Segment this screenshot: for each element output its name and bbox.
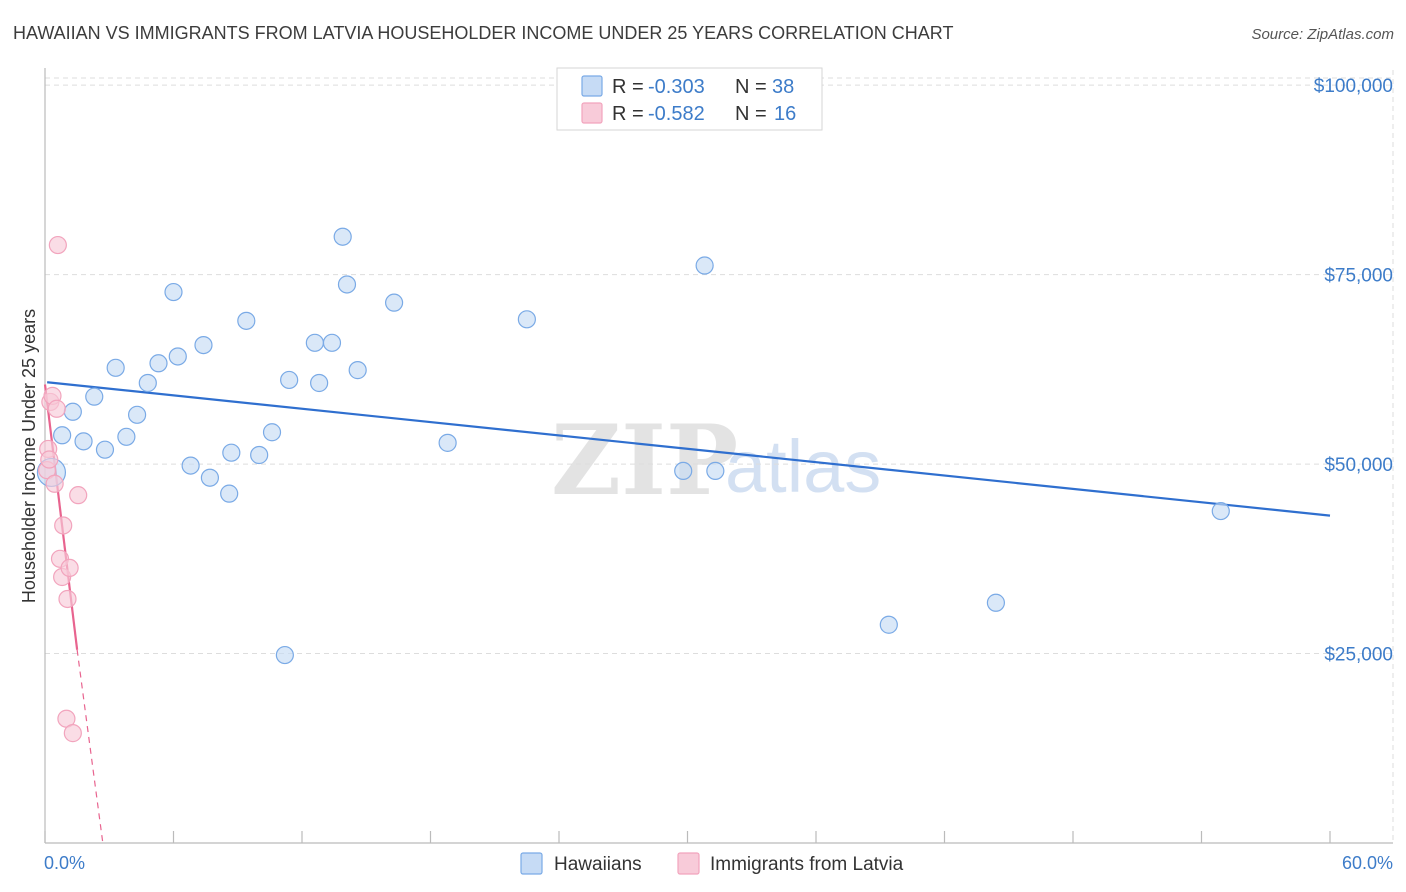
hawaiians-point [117, 427, 136, 446]
y-tick-label: $100,000 [1314, 76, 1393, 97]
hawaiians-point [986, 593, 1006, 612]
latvia-point [69, 486, 88, 505]
hawaiians-point [384, 293, 404, 312]
hawaiians-point [337, 275, 357, 294]
hawaiians-point [220, 484, 239, 503]
bottom-legend-label-hawaiians: Hawaiians [554, 854, 642, 875]
hawaiians-point [1211, 501, 1230, 521]
chart-title: HAWAIIAN VS IMMIGRANTS FROM LATVIA HOUSE… [13, 23, 953, 43]
bottom-legend-swatch-latvia [677, 852, 700, 875]
hawaiians-point [63, 402, 82, 421]
chart-source: Source: ZipAtlas.com [1251, 26, 1394, 43]
hawaiians-point [250, 445, 269, 465]
legend-n-label-1: N = [735, 76, 767, 98]
latvia-point [60, 558, 79, 578]
y-axis-label: Householder Income Under 25 years [19, 309, 39, 603]
hawaiians-point [181, 456, 200, 475]
hawaiians-point [262, 423, 282, 442]
latvia-point [45, 474, 64, 493]
hawaiians-point [517, 310, 536, 329]
legend-r-label-1: R = [612, 76, 644, 98]
hawaiians-point [280, 370, 299, 390]
latvia-point [48, 235, 67, 255]
stats-legend: R = -0.303 N = 38 R = -0.582 N = 16 [556, 67, 823, 131]
hawaiians-point [222, 443, 241, 462]
bottom-legend-label-latvia: Immigrants from Latvia [710, 854, 904, 875]
hawaiians-point [85, 387, 104, 406]
hawaiians-point [438, 433, 457, 452]
legend-r-value-2: -0.582 [648, 103, 705, 125]
hawaiians-point [164, 282, 183, 302]
hawaiians-point [322, 333, 342, 352]
hawaiians-point [706, 461, 725, 480]
y-tick-label: $75,000 [1324, 266, 1393, 287]
latvia-point [40, 450, 59, 469]
hawaiians-point [237, 311, 256, 330]
legend-r-label-2: R = [612, 103, 644, 125]
hawaiians-point [74, 432, 93, 451]
hawaiians-point [674, 461, 693, 480]
hawaiians-point [53, 426, 72, 445]
bottom-legend-swatch-hawaiians [520, 852, 543, 875]
hawaiians-point [275, 645, 294, 665]
legend-r-value-1: -0.303 [648, 76, 705, 98]
hawaiians-point [138, 373, 157, 393]
latvia-point [58, 589, 77, 609]
legend-swatch-latvia [581, 102, 603, 124]
hawaiians-point [95, 440, 115, 459]
hawaiians-point [348, 361, 367, 380]
x-tick-label-right: 60.0% [1342, 853, 1393, 873]
y-tick-label: $50,000 [1324, 455, 1393, 476]
watermark: ZIP atlas [551, 404, 881, 517]
latvia-point [54, 516, 73, 535]
hawaiians-point [879, 615, 898, 634]
watermark-zip: ZIP [551, 404, 738, 517]
x-tick-label-left: 0.0% [44, 853, 85, 873]
trend-line-hawaiians [47, 381, 1331, 517]
y-tick-labels: $25,000 $50,000 $75,000 $100,000 [1314, 76, 1393, 665]
hawaiians-point [149, 354, 168, 373]
hawaiians-point [106, 358, 125, 377]
trend-line-latvia-extrapolated [76, 649, 104, 844]
data-points [36, 227, 1230, 743]
hawaiians-point [310, 373, 329, 393]
series-legend: Hawaiians Immigrants from Latvia [520, 852, 904, 875]
hawaiians-point [194, 335, 213, 355]
legend-n-value-1: 38 [772, 76, 794, 98]
grid-lines [45, 70, 1394, 843]
hawaiians-point [695, 256, 714, 275]
latvia-point [47, 399, 66, 418]
hawaiians-point [200, 468, 220, 487]
latvia-point [63, 724, 82, 743]
hawaiians-point [127, 405, 147, 424]
legend-n-value-2: 16 [774, 103, 796, 125]
hawaiians-point [305, 333, 324, 352]
legend-swatch-hawaiians [581, 75, 603, 97]
legend-n-label-2: N = [735, 103, 767, 125]
hawaiians-point [333, 227, 352, 246]
hawaiians-point [168, 347, 187, 366]
y-tick-label: $25,000 [1324, 645, 1393, 666]
